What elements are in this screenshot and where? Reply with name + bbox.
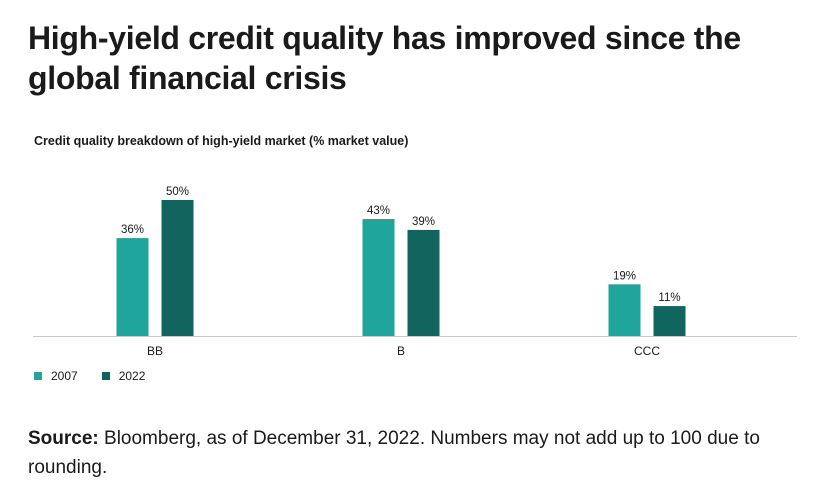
legend-item-2022: 2022: [101, 369, 146, 383]
data-label-bb-2007: 36%: [121, 224, 144, 236]
bar-bb-2022: [161, 200, 194, 336]
legend-label-2007: 2007: [51, 369, 78, 383]
legend-item-2007: 2007: [34, 369, 78, 383]
x-tick-label-bb: BB: [147, 344, 163, 355]
data-label-b-2007: 43%: [367, 205, 390, 217]
chart-legend: 2007 2022: [34, 369, 145, 383]
bar-b-2022: [407, 229, 440, 336]
source-text: Bloomberg, as of December 31, 2022. Numb…: [28, 428, 760, 478]
bar-b-2007: [362, 219, 395, 336]
chart-subtitle: Credit quality breakdown of high-yield m…: [34, 134, 409, 148]
x-tick-label-b: B: [397, 344, 405, 355]
bar-ccc-2022: [653, 306, 686, 336]
bar-ccc-2007: [608, 284, 641, 336]
legend-swatch-2022: [101, 372, 110, 380]
legend-label-2022: 2022: [118, 369, 146, 383]
page-title: High-yield credit quality has improved s…: [28, 20, 741, 96]
data-label-ccc-2007: 19%: [613, 270, 636, 282]
data-label-bb-2022: 50%: [166, 186, 189, 198]
source-label: Source:: [28, 428, 99, 449]
x-tick-label-ccc: CCC: [634, 344, 660, 355]
data-label-ccc-2022: 11%: [658, 292, 680, 304]
legend-swatch-2007: [34, 372, 42, 380]
source-note: Source: Bloomberg, as of December 31, 20…: [28, 424, 808, 482]
data-label-b-2022: 39%: [412, 216, 435, 228]
bar-bb-2007: [116, 238, 149, 336]
bar-chart: 36% 50% BB 43% 39% B 19% 11% CCC: [33, 186, 797, 355]
